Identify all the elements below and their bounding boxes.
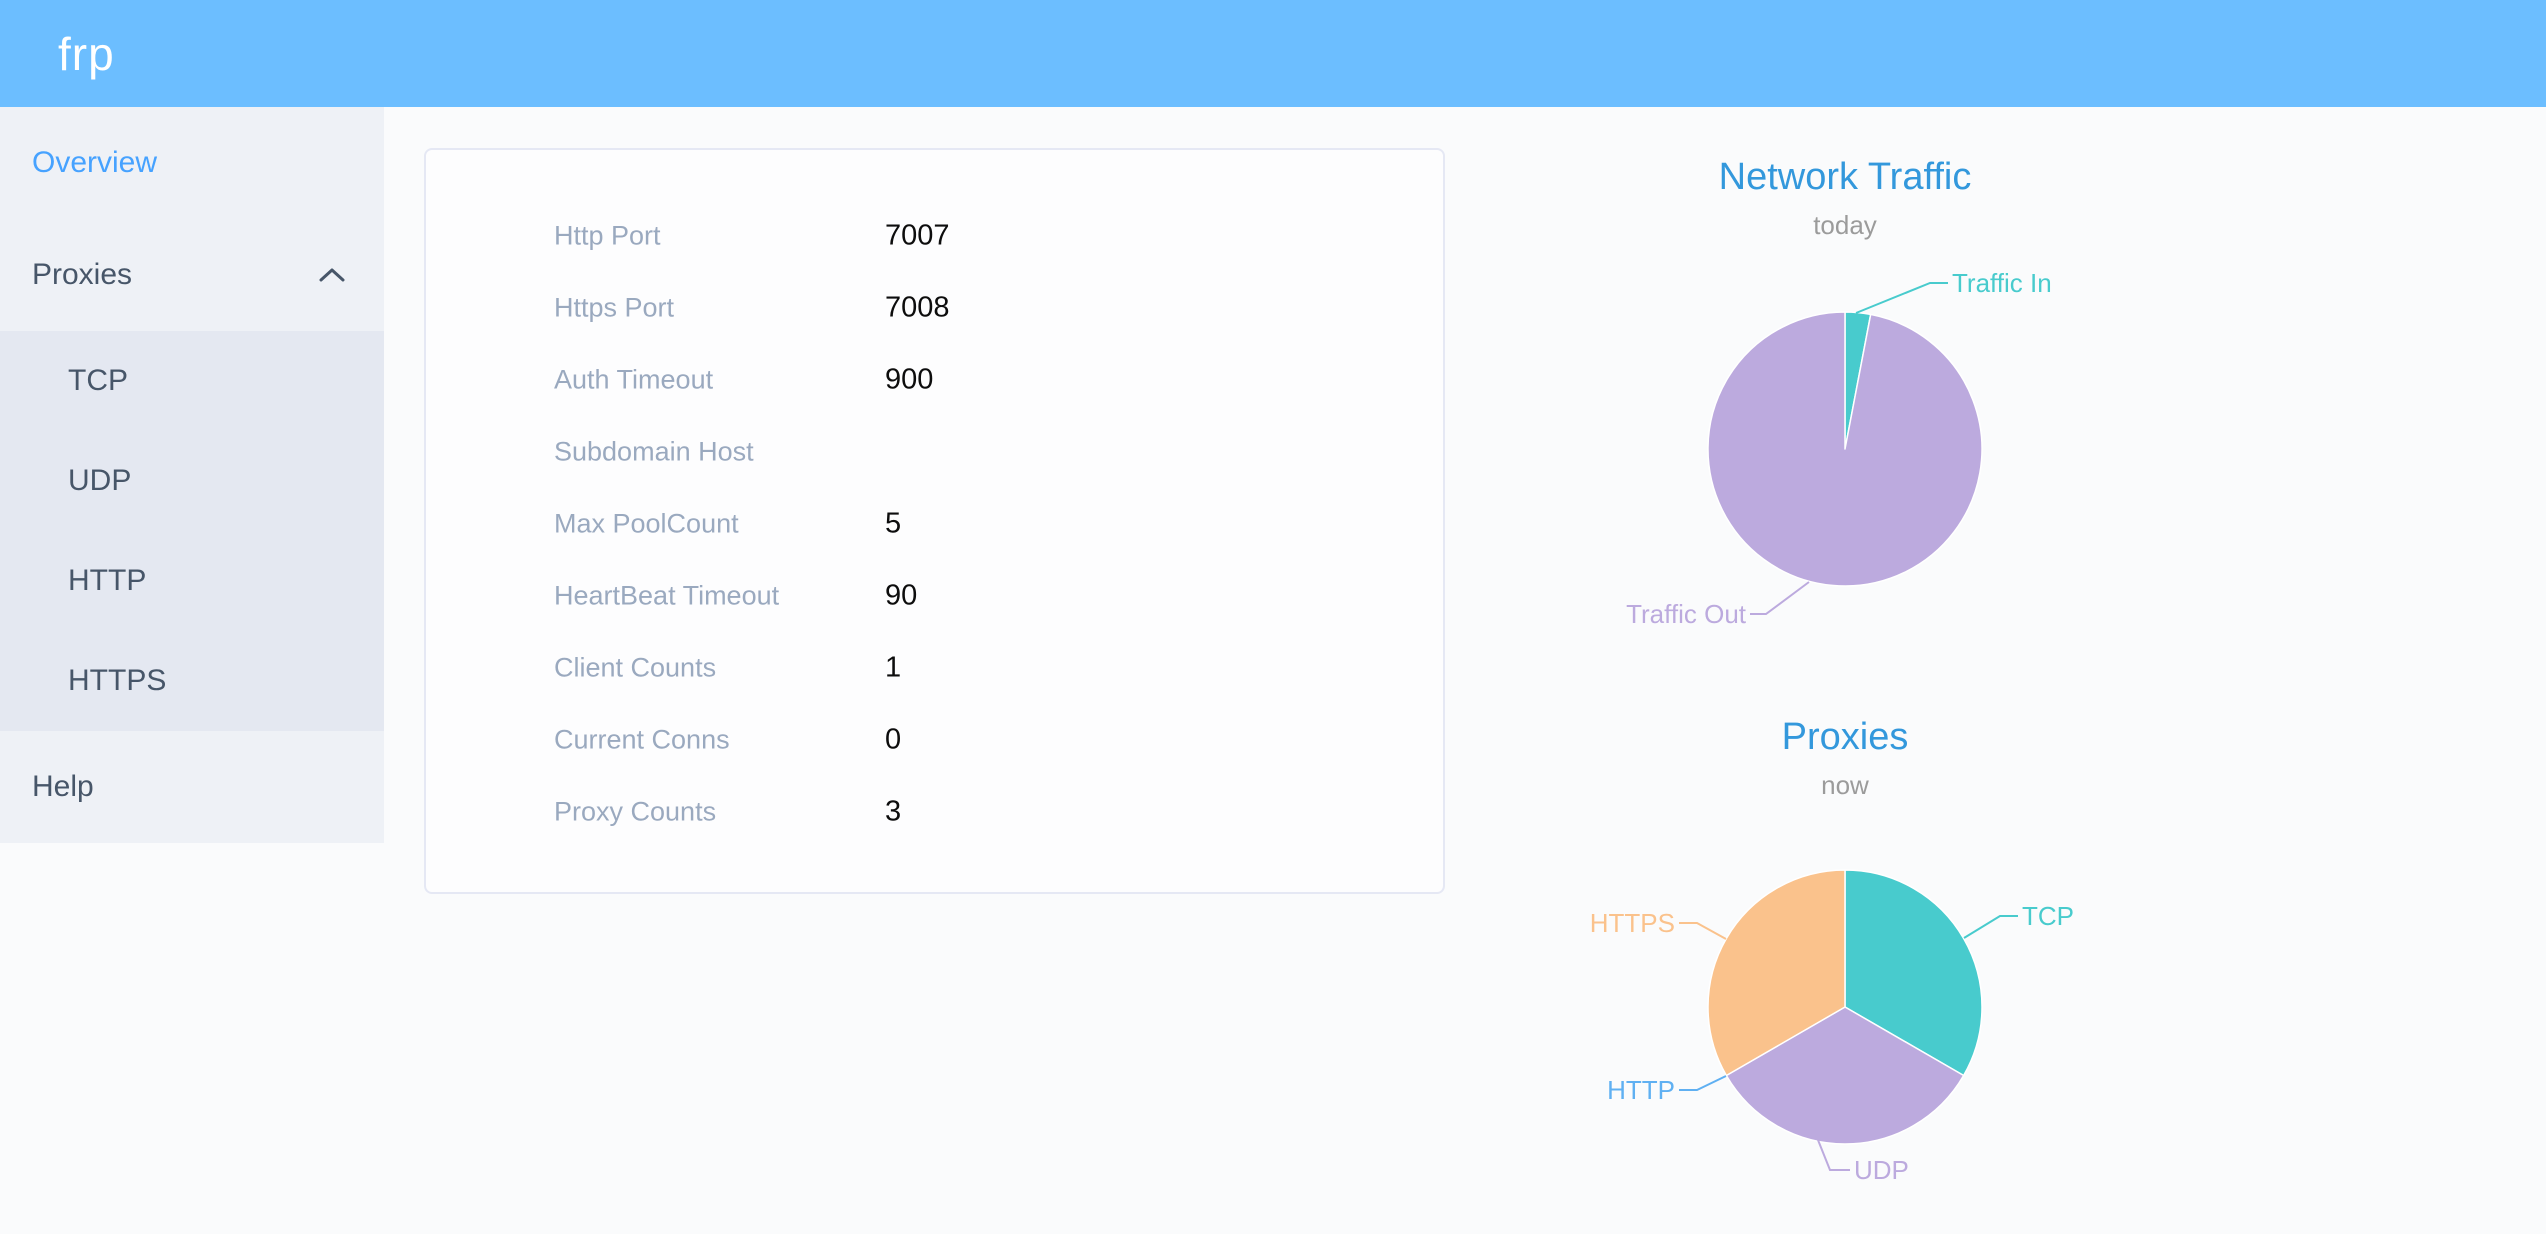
- config-row-proxy-counts: Proxy Counts 3: [426, 776, 1443, 848]
- config-label: Auth Timeout: [554, 364, 714, 395]
- server-config-card: Http Port 7007 Https Port 7008 Auth Time…: [424, 148, 1445, 894]
- config-row-auth-timeout: Auth Timeout 900: [426, 344, 1443, 416]
- proxies-chart: Proxies now TCP UDP HTTP HTTPS: [1495, 700, 2195, 1234]
- app-header: frp: [0, 0, 2546, 107]
- chart-title: Proxies: [1781, 716, 1909, 758]
- config-label: Https Port: [554, 292, 675, 323]
- config-row-heartbeat-timeout: HeartBeat Timeout 90: [426, 560, 1443, 632]
- network-traffic-chart: Network Traffic today Traffic In Traffic…: [1495, 140, 2195, 688]
- sidebar-submenu-proxies: TCP UDP HTTP HTTPS: [0, 331, 384, 731]
- sidebar-item-label: Proxies: [32, 258, 133, 291]
- pie-label-tcp: TCP: [2022, 901, 2074, 931]
- pie-label-traffic-out: Traffic Out: [1626, 599, 1746, 629]
- sidebar-item-overview[interactable]: Overview: [0, 107, 384, 219]
- sidebar-item-help[interactable]: Help: [0, 731, 384, 843]
- config-label: Subdomain Host: [554, 436, 754, 467]
- config-row-https-port: Https Port 7008: [426, 272, 1443, 344]
- config-value: 7008: [885, 291, 950, 324]
- chart-subtitle: today: [1813, 210, 1877, 240]
- config-label: Client Counts: [554, 652, 717, 683]
- config-label: Max PoolCount: [554, 508, 739, 539]
- config-value: 5: [885, 507, 902, 540]
- sidebar-item-label: Overview: [32, 146, 158, 179]
- proxies-pie[interactable]: [1705, 867, 1985, 1147]
- config-row-current-conns: Current Conns 0: [426, 704, 1443, 776]
- config-value: 0: [885, 723, 902, 756]
- config-label: HeartBeat Timeout: [554, 580, 780, 611]
- pie-label-udp: UDP: [1854, 1155, 1909, 1185]
- sidebar-item-label: TCP: [68, 364, 128, 397]
- config-label: Proxy Counts: [554, 796, 717, 827]
- sidebar-item-proxies[interactable]: Proxies: [0, 219, 384, 331]
- config-value: 7007: [885, 219, 950, 252]
- config-row-subdomain-host: Subdomain Host: [426, 416, 1443, 488]
- config-row-max-poolcount: Max PoolCount 5: [426, 488, 1443, 560]
- sidebar: Overview Proxies TCP UDP HTTP HTTPS Help: [0, 107, 384, 843]
- pie-label-traffic-in: Traffic In: [1952, 268, 2052, 298]
- chart-subtitle: now: [1821, 770, 1869, 800]
- config-value: 3: [885, 795, 902, 828]
- pie-label-https: HTTPS: [1589, 908, 1675, 938]
- sidebar-item-https[interactable]: HTTPS: [0, 631, 384, 731]
- sidebar-item-http[interactable]: HTTP: [0, 531, 384, 631]
- chevron-up-icon: [318, 267, 346, 283]
- app-logo: frp: [58, 27, 115, 80]
- pie-slice-traffic-out[interactable]: [1707, 311, 1983, 587]
- config-label: Http Port: [554, 220, 661, 251]
- config-label: Current Conns: [554, 724, 730, 755]
- sidebar-item-label: HTTP: [68, 564, 147, 597]
- pie-label-http: HTTP: [1607, 1075, 1675, 1105]
- sidebar-item-label: HTTPS: [68, 664, 167, 697]
- config-value: 90: [885, 579, 918, 612]
- config-row-http-port: Http Port 7007: [426, 200, 1443, 272]
- server-config-rows: Http Port 7007 Https Port 7008 Auth Time…: [426, 150, 1443, 848]
- sidebar-item-tcp[interactable]: TCP: [0, 331, 384, 431]
- network-traffic-pie[interactable]: [1705, 309, 1985, 589]
- sidebar-item-label: UDP: [68, 464, 132, 497]
- chart-title: Network Traffic: [1718, 156, 1972, 198]
- config-row-client-counts: Client Counts 1: [426, 632, 1443, 704]
- config-value: 900: [885, 363, 934, 396]
- sidebar-item-label: Help: [32, 770, 94, 803]
- sidebar-item-udp[interactable]: UDP: [0, 431, 384, 531]
- config-value: 1: [885, 651, 902, 684]
